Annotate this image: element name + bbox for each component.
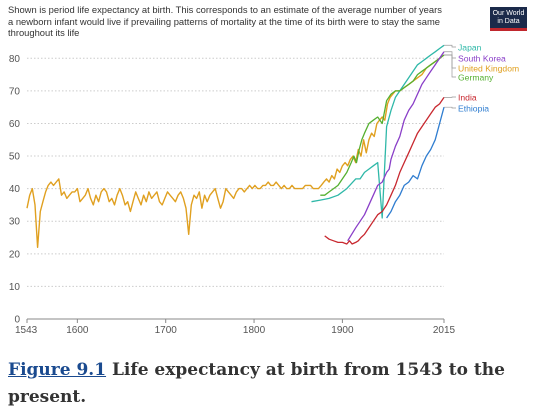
- x-tick-label-1900: 1900: [331, 325, 354, 336]
- series-line-germany[interactable]: [320, 54, 445, 196]
- axis-layer: 0 10 20 30 40 50 60 70 80 1543 1600 1700 1800 1900 201…: [9, 54, 456, 336]
- y-tick-label-70: 70: [9, 86, 21, 97]
- owid-logo[interactable]: Our World in Data: [490, 7, 527, 31]
- legend-label-ethiopia: Ethiopia: [458, 104, 489, 114]
- legend-connector-south-korea: [444, 51, 456, 59]
- legend-label-united-kingdom: United Kingdom: [458, 64, 519, 74]
- figure-caption: Figure 9.1 Life expectancy at birth from…: [8, 357, 528, 411]
- y-tick-label-50: 50: [9, 152, 21, 163]
- series-layer: [26, 44, 445, 249]
- y-tick-label-20: 20: [9, 249, 21, 260]
- chart-subtitle: Shown is period life expectancy at birth…: [8, 4, 442, 38]
- x-tick-label-2015: 2015: [433, 325, 456, 336]
- x-tick-label-1800: 1800: [243, 325, 266, 336]
- legend-connector-ethiopia: [444, 106, 456, 109]
- x-tick-label-1700: 1700: [155, 325, 178, 336]
- y-tick-label-60: 60: [9, 119, 21, 130]
- legend-layer: United Kingdom Japan Germany South Korea Ind…: [444, 43, 519, 114]
- legend-label-japan: Japan: [458, 43, 482, 53]
- series-line-japan[interactable]: [311, 44, 445, 219]
- logo-line-2: in Data: [497, 18, 520, 25]
- legend-label-south-korea: South Korea: [458, 54, 506, 64]
- series-line-india[interactable]: [324, 97, 445, 245]
- legend-label-germany: Germany: [458, 73, 494, 83]
- y-tick-label-10: 10: [9, 282, 21, 293]
- y-tick-label-0: 0: [14, 315, 20, 326]
- x-tick-label-1543: 1543: [15, 325, 38, 336]
- legend-connector-germany: [444, 54, 456, 78]
- y-tick-label-40: 40: [9, 184, 21, 195]
- legend-connector-united-kingdom: [444, 54, 456, 69]
- legend-label-india: India: [458, 93, 477, 103]
- logo-line-1: Our World: [492, 10, 525, 17]
- caption-text: Life expectancy at birth from 1543 to th…: [8, 360, 505, 407]
- x-tick-label-1600: 1600: [66, 325, 89, 336]
- y-tick-label-80: 80: [9, 54, 21, 65]
- y-tick-label-30: 30: [9, 217, 21, 228]
- series-line-south-korea[interactable]: [347, 51, 445, 242]
- series-line-ethiopia[interactable]: [386, 107, 445, 219]
- figure-link[interactable]: Figure 9.1: [8, 360, 107, 380]
- legend-connector-japan: [444, 44, 456, 48]
- grid-layer: [27, 57, 444, 287]
- series-line-united-kingdom[interactable]: [26, 54, 445, 249]
- life-expectancy-chart: 0 10 20 30 40 50 60 70 80 1543 1600 1700 1800 1900 201…: [9, 43, 519, 337]
